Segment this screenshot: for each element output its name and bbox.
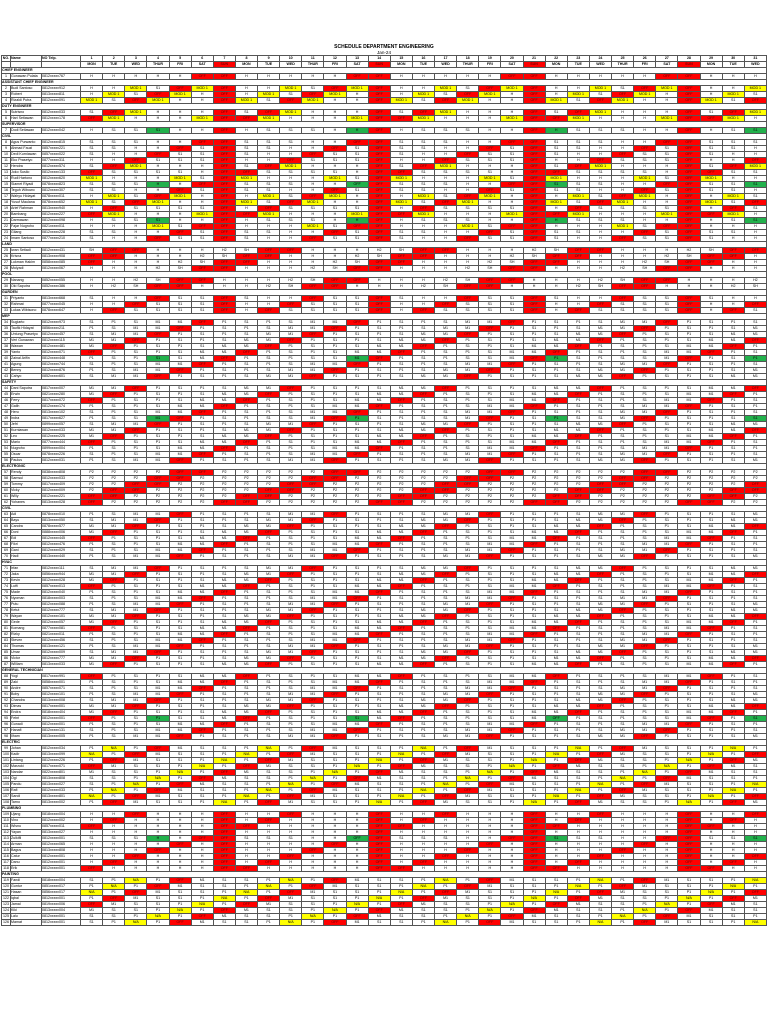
staff-row: 119 Fandi 0818xxxxx004 S1 P1 N/A P1 OFF M1 S1 S1 P1… [1,877,768,884]
staff-row: 93 Dimas 0817xxxxx001 M1 M1 OFF P1 S1 P1 S1 M1 M1 OF… [1,703,768,710]
schedule-cell: P1 [721,919,745,926]
staff-row: 76 Nyoman 0818xxxxx003 S1 P1 S1 M1 M1 OFF P1 S1 P1 S… [1,595,768,602]
staff-row: 25 Iwan Setiadi 0812xxxxx431 SH OFF OFF H H H H2 S… [1,247,768,254]
staff-name: Gunawan Pulata [10,73,42,80]
staff-row: 121 Hasan 0856xxxxx017 N/A P1 OFF M1 S1 S1 P1 N/A P… [1,889,768,896]
schedule-cell: P1 [256,919,281,926]
schedule-cell: OFF [633,919,657,926]
staff-row: 32 Rahmat 0877xxxxx045 H H OFF S1 S1 S1 OFF H H OFF S… [1,301,768,308]
schedule-cell: N/A [433,919,458,926]
schedule-cell: M1 [345,919,369,926]
staff-row: 51 Kurniawan 0812xxxxx033 M1 M1 OFF P1 S1 P1 S1 M1… [1,427,768,434]
schedule-period: Jan-24 [376,50,392,55]
schedule-cell: N/A [124,919,148,926]
staff-row: 77 Putu 0812xxxxx088 P1 S1 M1 M1 OFF P1 S1 P1 S1 M1 M… [1,601,768,608]
schedule-cell: S1 [389,919,413,926]
staff-row: 62 Yohanes 0813xxxxx028 OFF P2 P2 P2 P2 P2 OFF OFF… [1,499,768,506]
schedule-cell: P1 [146,919,170,926]
schedule-cell: S1 [544,919,568,926]
staff-row: 30 Oki Saputra 0852xxxxx386 H H2 SH OFF OFF H H H H… [1,283,768,290]
col-no-header: NO. [1,55,11,62]
staff-row: 21 Darmawan 0812xxxxx098 H S1 S1 S1 H H OFF H S1 S1 S… [1,217,768,224]
staff-row: 113 Zulkifli 0812xxxxx001 S1 S1 S1 H H OFF OFF S1 S… [1,835,768,842]
staff-row: 64 Bayu 0813xxxxx050 S1 M1 M1 OFF P1 S1 P1 S1 M1 M1 O… [1,517,768,524]
staff-row: 6 Hari Setiawan 0812xxxxx178 OFF MOD 1 H H H MOD… [1,115,768,122]
schedule-cell: M1 [190,919,214,926]
schedule-cell: P1 [411,919,436,926]
schedule-cell: S1 [699,919,723,926]
schedule-cell: P1 [456,919,480,926]
staff-row: 37 Veri Gunawan 0812xxxxx115 M1 M1 OFF P1 S1 P1 S… [1,337,768,344]
schedule-cell: S1 [212,919,236,926]
staff-row: 10 Dedi Kurniawan 0857xxxxx022 S1 H H OFF S1 S1 O… [1,151,768,158]
staff-row: 9 Ahmad Fauzi 0857xxxxx221 S1 S1 H H OFF S1 OFF S1… [1,145,768,152]
staff-row: 66 Doni 0888xxxxx006 M1 OFF P1 S1 P1 S1 M1 M1 OFF P1… [1,529,768,536]
staff-row: 82 Rizky 0821xxxxx011 P1 S1 P1 S1 M1 M1 OFF P1 S1 P1… [1,631,768,638]
staff-row: 22 Fajar Nugroho 0821xxxxx011 H H H MOD 1 S1 OFF… [1,223,768,230]
schedule-cell: M1 [500,919,524,926]
staff-row: 116 Catur 0812xxxxx001 H H OFF H H H OFF H H OFF H H H O… [1,853,768,860]
schedule-cell: S1 [79,919,104,926]
staff-row: 1 Gunawan Pulata 0812xxxxx767 H H H H H OFF OFF H H… [1,73,768,80]
staff-name: Untung Prasetyo [10,331,42,338]
staff-row: 85 Umar 0812xxxxx009 S1 M1 M1 OFF P1 S1 P1 S1 M1 M1 O… [1,649,768,656]
schedule-cell: S1 [367,919,391,926]
schedule-cell: OFF [478,919,502,926]
staff-row: 126 Mamat 0812xxxxx001 S1 P1 N/A P1 OFF M1 S1 S1 P1… [1,919,768,926]
staff-row: 63 Adi 0878xxxxx010 P1 S1 M1 M1 OFF P1 S1 P1 S1 M1 M1… [1,511,768,518]
staff-row: 97 Hanafi 0812xxxxx131 S1 P1 S1 M1 M1 OFF P1 S1 P1 S… [1,727,768,734]
staff-row: 101 Lintang 0812xxxxx226 P1 OFF M1 S1 S1 P1 N/A P1… [1,757,768,764]
schedule-cell: OFF [168,919,192,926]
staff-row: 100 Kadir 0813xxxxx099 N/A P1 OFF M1 S1 S1 P1 N/A P… [1,751,768,758]
schedule-sheet: SCHEDULE DEPARTMENT ENGINEERING Jan-24 N… [0,44,768,926]
staff-row: 84 Thomas 0813xxxxx121 P1 S1 M1 M1 OFF P1 S1 P1 S1 M… [1,643,768,650]
staff-row: 53 Mario 0877xxxxx444 OFF P1 S1 P1 S1 M1 M1 OFF P1 S… [1,439,768,446]
schedule-cell: P1 [102,919,126,926]
staff-row: 39 Yanto 0812xxxxx071 OFF P1 S1 P1 S1 M1 M1 OFF P1 S… [1,349,768,356]
staff-phone: 0812xxxxx001 [41,919,81,926]
staff-row: 26 Krisna 0813xxxxx908 OFF OFF H H H H2 SH OFF OFF H… [1,253,768,260]
staff-row: 33 Lukas Wibisono 0878xxxxx647 H OFF S1 S1 S1 S1… [1,307,768,314]
staff-row: 104 Ogi 0813xxxxx808 S1 S1 P1 N/A P1 OFF M1 S1 S1 P1… [1,775,768,782]
schedule-cell: M1 [655,919,679,926]
schedule-title: SCHEDULE DEPARTMENT ENGINEERING [334,44,434,50]
staff-row: 44 Dani Saputra 0817xxxxx007 M1 M1 OFF P1 S1 P1 S… [1,385,768,392]
staff-row: 5 Sutrisno 0812xxxxx033 S1 OFF MOD 1 H H H OFF S1 O… [1,109,768,116]
staff-row: 95 Febri 0812xxxxx001 OFF P1 S1 P1 S1 S1 M1 OFF P1 S… [1,715,768,722]
staff-row: 105 Pandu 0813xxxxx027 S1 P1 N/A P1 OFF M1 S1 S1 P1… [1,781,768,788]
schedule-cell: N/A [743,919,768,926]
staff-row: 74 Lutfi 0857xxxxx013 OFF P1 S1 P1 S1 M1 M1 OFF P1 S… [1,583,768,590]
staff-row: 71 Irfan 0812xxxxx111 S1 M1 M1 OFF P1 S1 P1 S1 M1 M1… [1,565,768,572]
row-number: 126 [1,919,11,926]
staff-row: 49 Indra 0817xxxxx627 P1 S1 S1 M1 OFF P1 S1 P1 S1 S1… [1,415,768,422]
schedule-cell: OFF [323,919,347,926]
staff-row: 12 Hendra 0812xxxxx574 S1 OFF MOD 1 H H H OFF S1 OF… [1,163,768,170]
header-row-dates: NO. Name NO Telp. 1 2 3 4 5 6 7 8 9 10 11 12 13 14 15 16 17… [1,55,768,62]
schedule-cell: P1 [610,919,635,926]
schedule-cell: P1 [301,919,325,926]
schedule-cell: S1 [234,919,259,926]
staff-row: 27 Lukman Hakim 0858xxxxx085 OFF H H H H2 SH OFF O… [1,259,768,266]
staff-row: 69 Gani 0812xxxxx029 S1 P1 S1 M1 M1 OFF P1 S1 P1 S1 M… [1,547,768,554]
staff-row: 17 Wahyu Hidayat 0878xxxxx011 H MOD 1 S1 OFF MO… [1,193,768,200]
staff-row: 7 Dodi Setiawan 0812xxxxx042 H S1 S1 S1 H H OFF H S… [1,127,768,134]
schedule-cell: S1 [677,919,701,926]
staff-row: 83 Steven 0812xxxxx456 S1 P1 S1 M1 M1 OFF P1 S1 P1 S… [1,637,768,644]
staff-row: 15 Slamet Riyadi 0878xxxxx823 S1 S1 S1 H H OFF OF… [1,181,768,188]
schedule-table: NO. Name NO Telp. 1 2 3 4 5 6 7 8 9 10 11 12 13 14 15 16 17… [1,55,768,926]
schedule-cell: N/A [279,919,303,926]
staff-row: 61 Willy 0812xxxxx221 OFF OFF P2 P2 P2 P2 P2 OFF OF… [1,493,768,500]
staff-name: Mamat [10,919,42,926]
staff-row: 50 Jefri 0899xxxxx057 S1 M1 M1 OFF P1 S1 P1 S1 M1 M1… [1,421,768,428]
staff-row: 94 Endra 0818xxxxx404 M1 OFF P1 S1 P1 S1 M1 M1 OFF P… [1,709,768,716]
schedule-cell: P1 [566,919,590,926]
staff-row: 11 Eko Prasetyo 0877xxxxx311 H H OFF S1 S1 S1 OFF… [1,157,768,164]
schedule-cell: N/A [588,919,613,926]
schedule-cell: S1 [522,919,546,926]
staff-row: 52 Leo 0812xxxxx225 M1 OFF P1 S1 P1 S1 M1 M1 OFF P1 S… [1,433,768,440]
staff-row: 73 Kevin 0812xxxxx028 M1 OFF P1 S1 P1 S1 M1 M1 OFF P… [1,577,768,584]
staff-row: 87 William 0813xxxxx033 M1 OFF P1 S1 P1 S1 M1 M1 OF… [1,661,768,668]
